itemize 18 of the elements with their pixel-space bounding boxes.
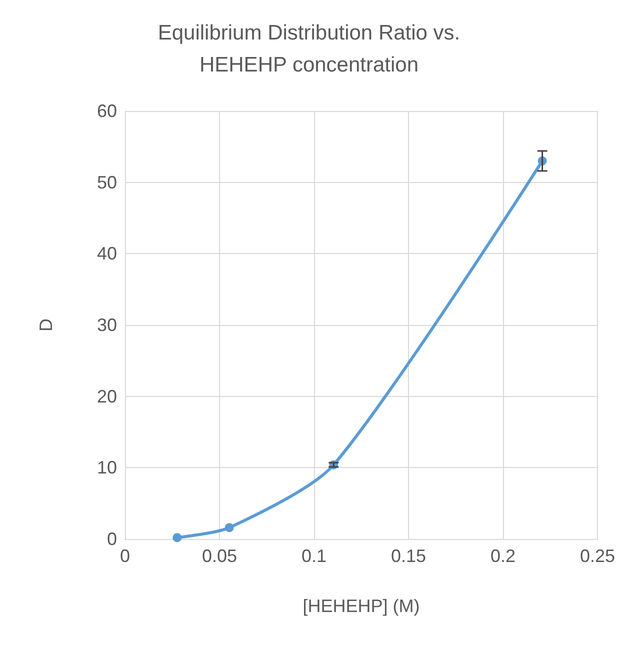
point [224,523,234,532]
x-tick-label: 0 [120,546,130,566]
y-tick-label: 10 [96,458,117,478]
x-tick-label: 0.15 [390,546,426,566]
y-axis-title: D [36,318,56,332]
chart-title: Equilibrium Distribution Ratio vs. HEHEHP concentration [158,22,460,76]
point [172,533,182,542]
x-tick-label: 0.05 [202,546,238,566]
y-tick-label: 60 [96,101,117,121]
x-axis-title: [HEHEHP] (M) [302,596,420,616]
y-tick-label: 20 [96,386,117,406]
y-tick-label: 50 [96,172,117,192]
x-tick-label: 0.1 [301,546,327,566]
y-tick-label: 0 [106,529,117,549]
y-tick-label: 30 [96,315,117,335]
x-tick-label: 0.2 [490,546,516,566]
x-tick-label: 0.25 [580,546,616,566]
y-tick-label: 40 [96,244,117,264]
